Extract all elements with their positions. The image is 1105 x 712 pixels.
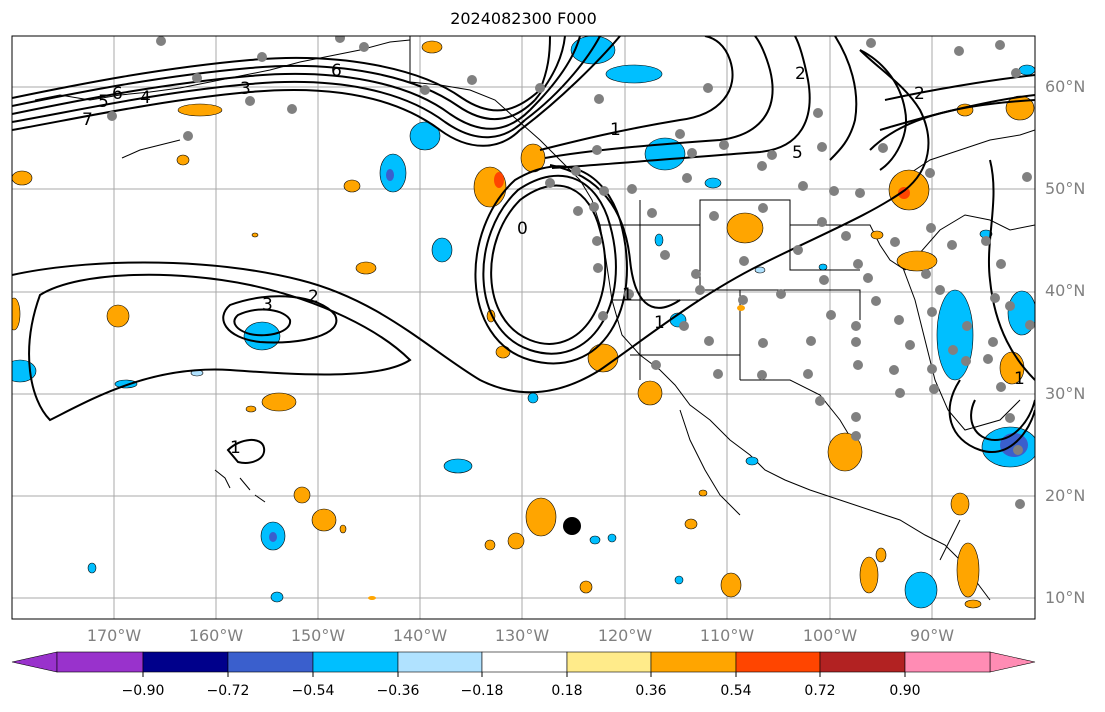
colorbar-tick-label: 0.72 (804, 683, 836, 699)
colorbar-tick-label: 0.90 (889, 683, 921, 699)
contour-label: 1 (622, 285, 633, 305)
colorbar-high-extend (989, 651, 1036, 673)
contour-label: 4 (140, 88, 151, 108)
contour-label: 0 (517, 219, 528, 239)
colorbar-tick-label: −0.54 (291, 683, 335, 699)
colorbar-tick-label: −0.36 (376, 683, 420, 699)
highlight-marker (563, 517, 581, 535)
lat-label: 60°N (1045, 77, 1086, 96)
negative-anomaly-fills (12, 36, 1035, 609)
contour-label: 6 (112, 84, 123, 104)
islands (121, 139, 266, 503)
contour-label: 2 (308, 287, 319, 307)
contour-label: 3 (240, 79, 251, 99)
lon-label: 90°W (909, 626, 955, 645)
colorbar-ticks (142, 672, 906, 677)
contour-label: 3 (262, 295, 273, 315)
lon-label: 100°W (802, 626, 858, 645)
lat-label: 10°N (1045, 588, 1086, 607)
contour-label-group: 7 5 6 4 3 6 1 5 2 3 2 2 1 1 0 1 1 (82, 61, 1025, 458)
colorbar (11, 651, 1036, 673)
colorbar-low-extend (11, 651, 58, 673)
colorbar-tick-label: −0.18 (460, 683, 504, 699)
colorbar-tick-label: 0.54 (720, 683, 752, 699)
lat-label: 20°N (1045, 486, 1086, 505)
lon-label: 140°W (392, 626, 448, 645)
colorbar-tick-label: −0.72 (206, 683, 250, 699)
lon-label: 130°W (494, 626, 550, 645)
lon-label: 150°W (290, 626, 346, 645)
contour-label: 1 (1014, 369, 1025, 389)
contour-lines (12, 36, 1035, 464)
contour-label: 1 (610, 120, 621, 140)
contour-label: 2 (795, 64, 806, 84)
colorbar-tick-label: −0.90 (121, 683, 165, 699)
contour-label: 1 (230, 438, 241, 458)
lon-label: 170°W (86, 626, 142, 645)
lat-label: 40°N (1045, 281, 1086, 300)
map-frame (11, 35, 1036, 620)
contour-label: 5 (98, 92, 109, 112)
positive-anomaly-fills (12, 40, 1035, 609)
lon-label: 120°W (597, 626, 653, 645)
colorbar-tick-label: 0.18 (551, 683, 583, 699)
map-title: 2024082300 F000 (450, 9, 597, 28)
contour-label: 6 (331, 61, 342, 81)
lon-label: 160°W (188, 626, 244, 645)
map-gridlines (12, 36, 1035, 619)
lon-label: 110°W (699, 626, 755, 645)
contour-label: 5 (792, 143, 803, 163)
contour-label: 1 (654, 313, 665, 333)
contour-label: 2 (914, 84, 925, 104)
lat-label: 50°N (1045, 179, 1086, 198)
contour-label: 7 (82, 110, 93, 130)
colorbar-tick-label: 0.36 (635, 683, 667, 699)
station-markers (107, 36, 1035, 509)
lat-label: 30°N (1045, 384, 1086, 403)
